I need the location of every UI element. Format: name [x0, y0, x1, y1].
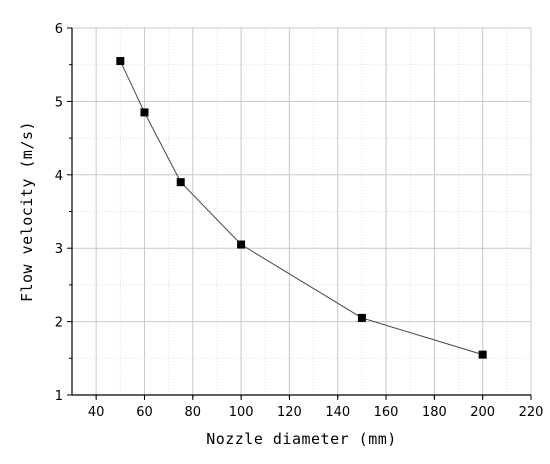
data-point-marker [116, 57, 125, 66]
y-tick-label: 2 [55, 316, 63, 331]
grid [72, 27, 532, 396]
y-tick-label: 6 [55, 22, 63, 37]
y-tick-label: 1 [55, 389, 63, 404]
data-point-marker [140, 108, 149, 117]
x-tick-label: 100 [229, 405, 254, 420]
x-tick-label: 160 [374, 405, 399, 420]
x-axis-title: Nozzle diameter (mm) [206, 430, 397, 448]
data-point-marker [237, 240, 246, 249]
y-tick-label: 5 [55, 95, 63, 110]
x-tick-label: 80 [185, 405, 202, 420]
x-tick-label: 40 [88, 405, 105, 420]
data-point-marker [176, 178, 185, 187]
ticks: 40 60 80 100 120 140 160 180 200 220 1 2 3 4 5 6 [55, 22, 544, 420]
x-tick-label: 180 [422, 405, 447, 420]
x-tick-label: 120 [277, 405, 302, 420]
series [116, 57, 487, 359]
x-tick-label: 140 [325, 405, 350, 420]
y-tick-label: 3 [55, 242, 63, 257]
y-tick-label: 4 [55, 169, 63, 184]
x-tick-label: 220 [519, 405, 544, 420]
x-tick-label: 60 [136, 405, 153, 420]
series-line [119, 60, 483, 356]
x-tick-label: 200 [470, 405, 495, 420]
y-axis-title: Flow velocity (m/s) [18, 121, 36, 302]
data-point-marker [357, 313, 366, 322]
data-point-marker [478, 350, 487, 359]
